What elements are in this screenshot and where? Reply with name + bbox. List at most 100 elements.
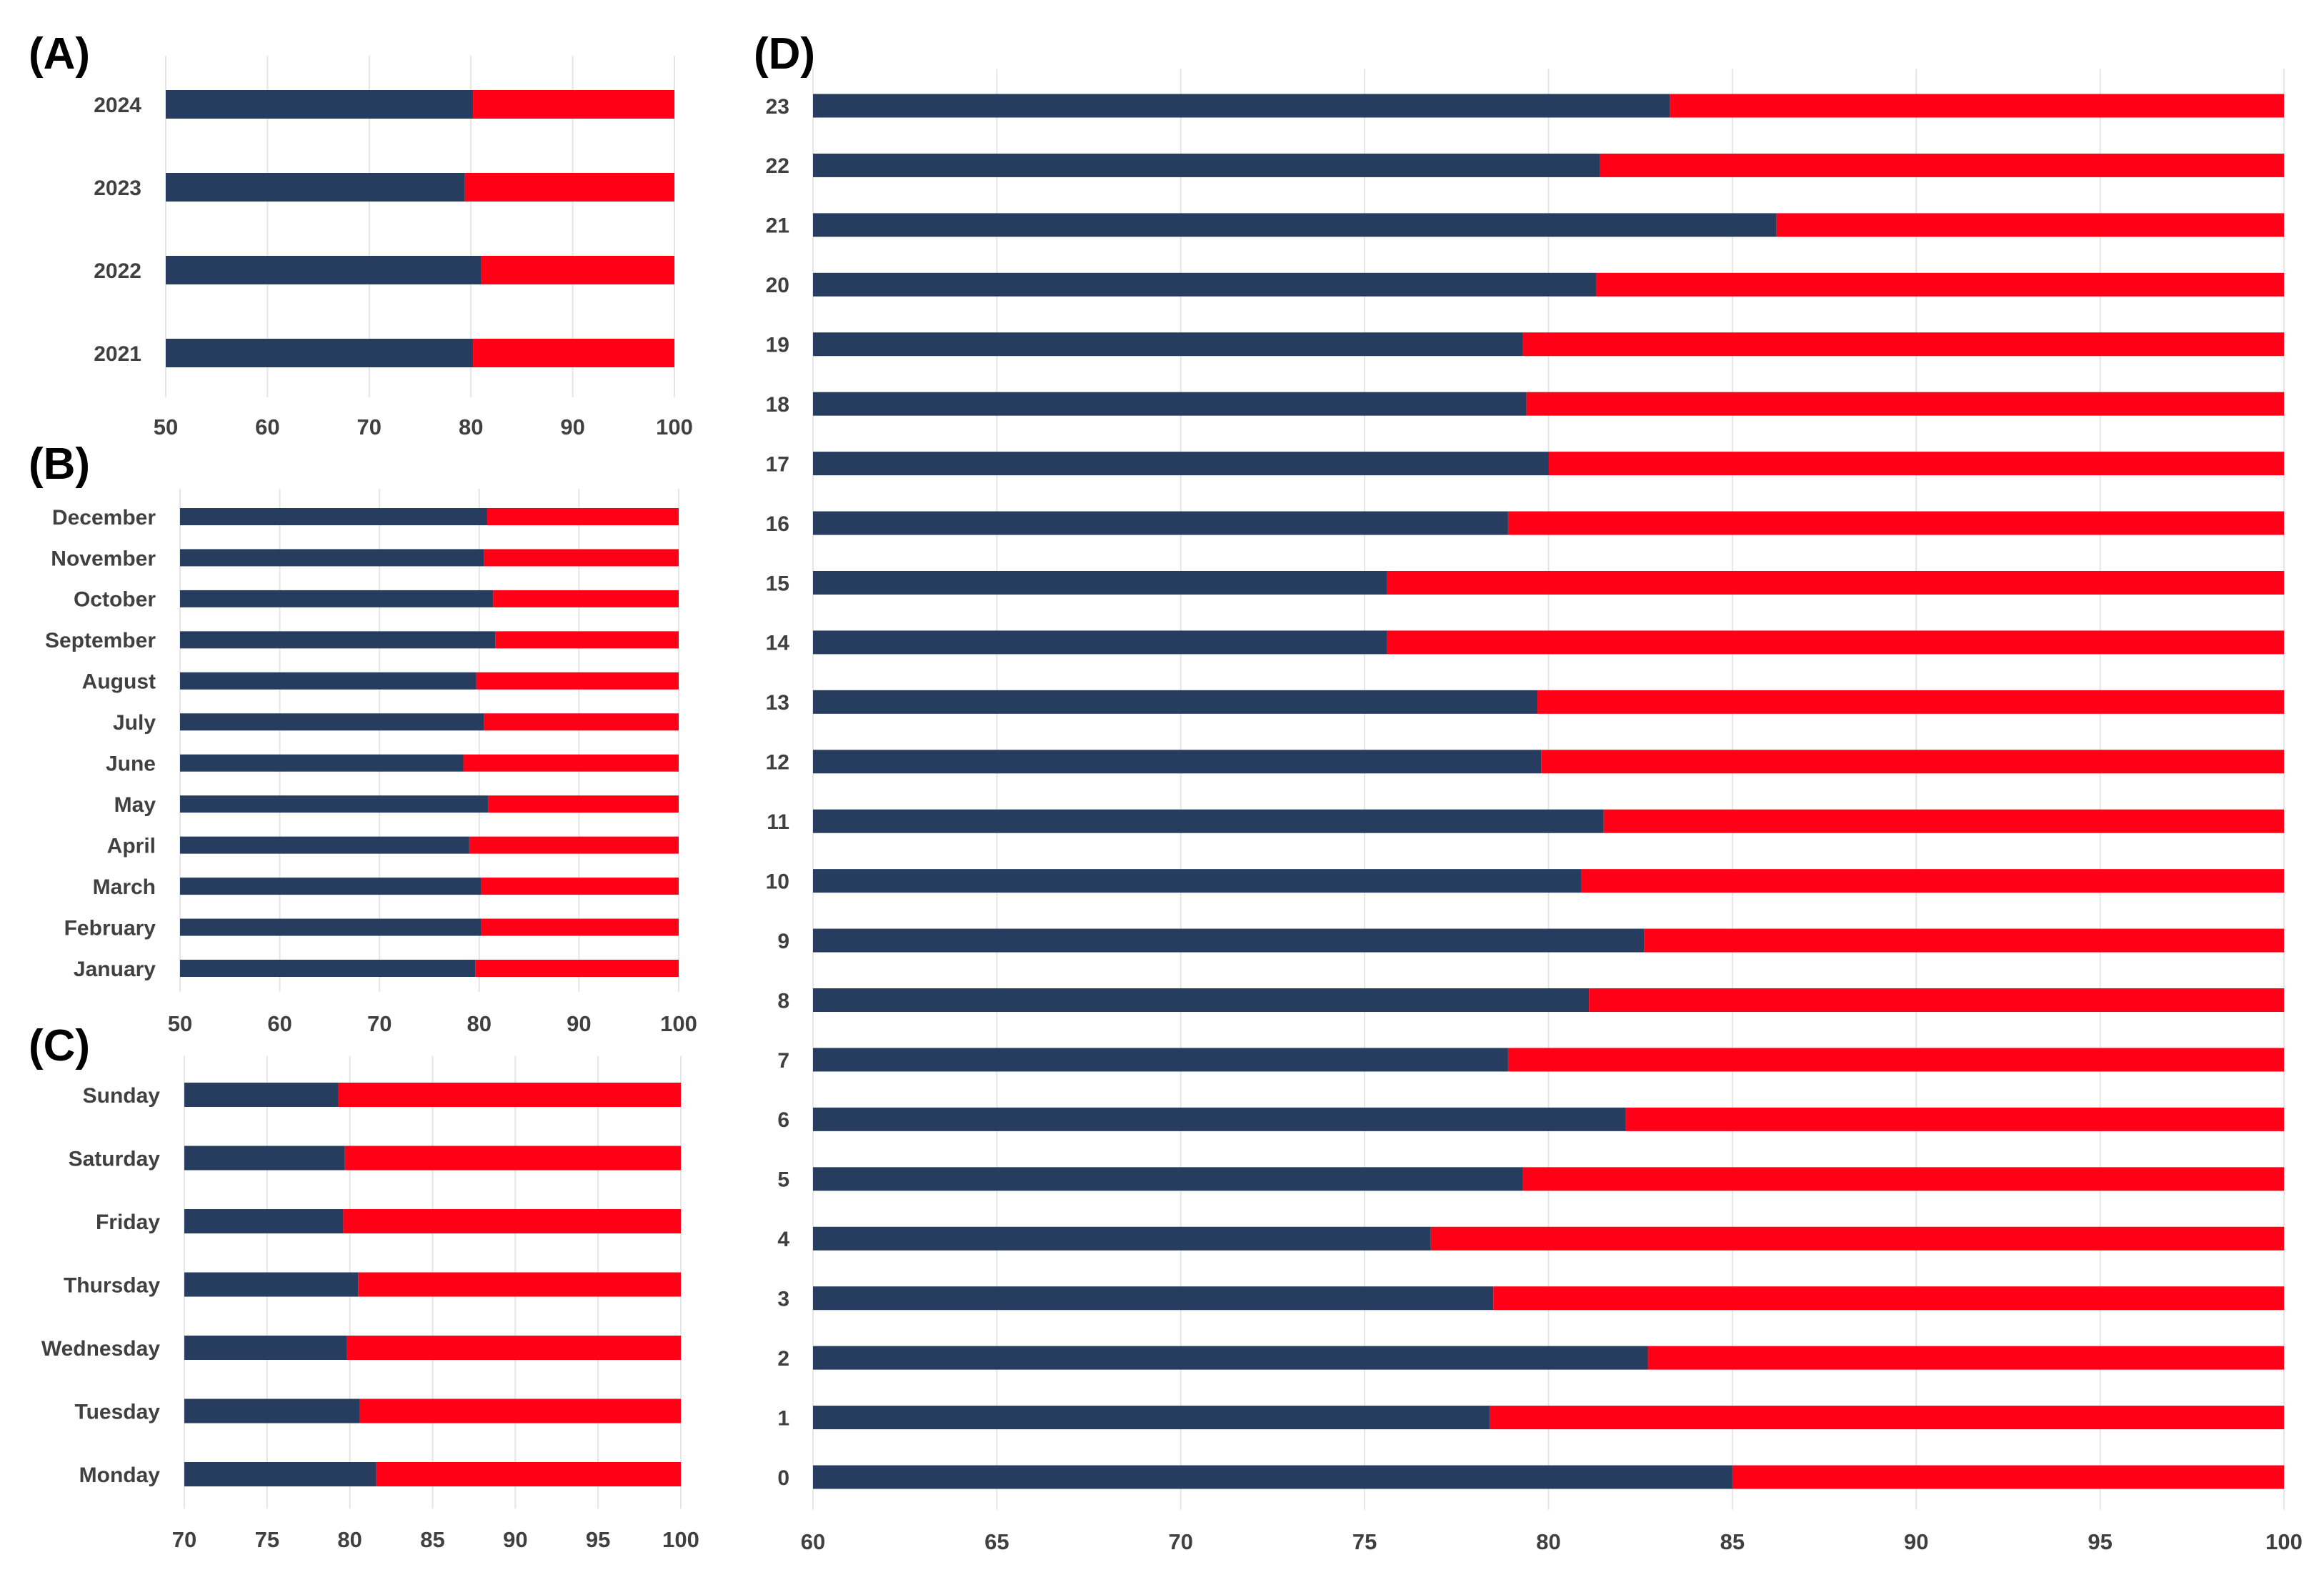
x-tick-label-c-0: 70 <box>172 1527 196 1552</box>
bar-primary-d-21 <box>813 213 1777 237</box>
bar-remainder-b-8 <box>495 631 679 649</box>
x-tick-label-d-7: 95 <box>2088 1529 2112 1554</box>
bar-primary-d-18 <box>813 392 1527 416</box>
x-tick-label-d-0: 60 <box>801 1529 825 1554</box>
bar-primary-b-9 <box>180 590 494 607</box>
bar-primary-d-1 <box>813 1406 1490 1430</box>
category-label-c-5: Saturday <box>69 1147 161 1171</box>
x-tick-label-d-4: 80 <box>1536 1529 1560 1554</box>
bar-remainder-d-12 <box>1541 750 2284 774</box>
bar-primary-d-23 <box>813 94 1670 118</box>
bar-primary-d-4 <box>813 1226 1431 1251</box>
bar-primary-d-11 <box>813 809 1604 833</box>
bar-primary-d-5 <box>813 1167 1523 1191</box>
bar-primary-d-10 <box>813 869 1582 893</box>
category-label-b-2: March <box>93 875 156 899</box>
bar-remainder-b-4 <box>488 795 679 813</box>
bar-remainder-d-6 <box>1625 1107 2284 1131</box>
bar-primary-d-15 <box>813 570 1387 595</box>
bar-primary-c-6 <box>184 1083 339 1107</box>
category-label-d-10: 10 <box>766 870 789 893</box>
x-tick-label-c-4: 90 <box>503 1527 527 1552</box>
panel-d-label: (D) <box>754 29 816 79</box>
category-label-d-8: 8 <box>777 989 789 1013</box>
bar-remainder-d-14 <box>1387 630 2284 655</box>
bar-primary-c-1 <box>184 1398 360 1424</box>
category-label-c-0: Monday <box>79 1464 161 1487</box>
category-label-c-2: Wednesday <box>41 1337 160 1361</box>
bar-remainder-d-20 <box>1596 272 2284 297</box>
bar-primary-b-8 <box>180 631 496 649</box>
bar-remainder-d-15 <box>1387 570 2284 595</box>
category-label-d-7: 7 <box>777 1049 789 1073</box>
bar-remainder-d-19 <box>1522 332 2284 357</box>
category-label-a-0: 2021 <box>94 342 141 366</box>
bar-remainder-c-1 <box>359 1398 681 1424</box>
bar-remainder-d-7 <box>1507 1048 2284 1072</box>
x-tick-label-a-4: 90 <box>560 414 584 439</box>
panel-b-label: (B) <box>29 439 91 489</box>
category-label-b-1: February <box>64 916 156 940</box>
category-label-b-5: June <box>106 752 156 776</box>
category-label-b-7: August <box>82 670 156 694</box>
category-label-b-11: December <box>52 506 156 530</box>
bar-remainder-c-2 <box>346 1336 681 1360</box>
bar-remainder-d-4 <box>1430 1226 2284 1251</box>
category-label-b-4: May <box>114 793 156 817</box>
bar-remainder-d-2 <box>1647 1346 2284 1370</box>
bar-remainder-d-0 <box>1732 1465 2284 1489</box>
bar-primary-a-3 <box>166 90 474 119</box>
bar-primary-d-13 <box>813 690 1538 714</box>
x-tick-label-c-6: 100 <box>662 1527 699 1552</box>
bar-primary-b-4 <box>180 795 489 813</box>
category-label-d-14: 14 <box>766 632 790 655</box>
bar-primary-b-1 <box>180 918 482 936</box>
category-label-d-20: 20 <box>766 274 789 297</box>
bar-primary-c-4 <box>184 1209 344 1233</box>
x-tick-label-b-5: 100 <box>660 1011 697 1036</box>
bar-primary-c-3 <box>184 1272 359 1297</box>
bar-primary-d-19 <box>813 332 1523 357</box>
bar-remainder-d-21 <box>1776 213 2284 237</box>
category-label-d-17: 17 <box>766 452 789 476</box>
bar-remainder-d-10 <box>1581 869 2284 893</box>
bar-remainder-c-3 <box>358 1272 681 1297</box>
bar-remainder-c-6 <box>338 1083 681 1107</box>
bar-remainder-d-18 <box>1526 392 2284 416</box>
category-label-d-6: 6 <box>777 1108 789 1132</box>
x-tick-label-a-1: 60 <box>255 414 279 439</box>
bar-remainder-d-16 <box>1507 511 2284 535</box>
bar-remainder-d-9 <box>1644 928 2284 953</box>
bar-remainder-b-5 <box>463 754 679 772</box>
bar-remainder-d-13 <box>1537 690 2284 714</box>
bar-primary-d-22 <box>813 153 1600 177</box>
bar-remainder-b-10 <box>484 549 679 567</box>
category-label-d-16: 16 <box>766 512 789 536</box>
x-tick-label-d-1: 65 <box>984 1529 1009 1554</box>
x-tick-label-a-0: 50 <box>154 414 178 439</box>
category-label-b-0: January <box>74 958 156 981</box>
panel-a-label: (A) <box>29 29 91 79</box>
category-label-c-4: Friday <box>96 1211 160 1234</box>
category-label-d-4: 4 <box>777 1228 789 1251</box>
x-tick-label-a-5: 100 <box>656 414 693 439</box>
bar-remainder-b-6 <box>484 713 679 731</box>
category-label-d-9: 9 <box>777 930 789 953</box>
x-tick-label-a-3: 80 <box>459 414 483 439</box>
bar-primary-c-0 <box>184 1462 376 1486</box>
bar-primary-b-2 <box>180 878 482 895</box>
category-label-d-18: 18 <box>766 393 789 417</box>
category-label-b-9: October <box>74 588 156 612</box>
x-tick-label-c-3: 85 <box>420 1527 444 1552</box>
category-label-a-3: 2024 <box>94 94 141 117</box>
x-tick-label-a-2: 70 <box>357 414 381 439</box>
bar-primary-d-7 <box>813 1048 1508 1072</box>
bar-remainder-a-2 <box>464 173 674 202</box>
bar-primary-d-17 <box>813 452 1549 476</box>
category-label-d-0: 0 <box>777 1466 789 1490</box>
category-label-a-2: 2023 <box>94 177 141 200</box>
bar-remainder-d-5 <box>1522 1167 2284 1191</box>
